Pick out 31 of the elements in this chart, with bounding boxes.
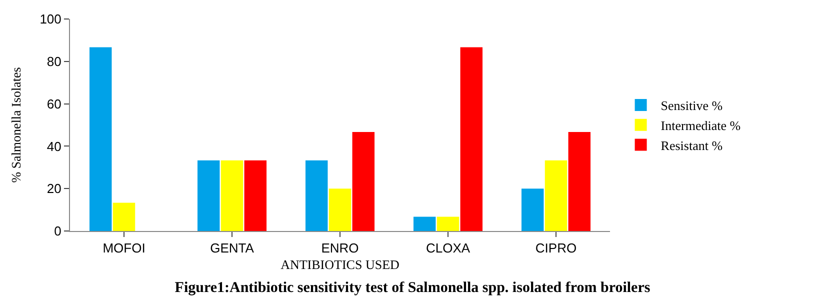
bar <box>521 188 544 231</box>
y-tick-label: 100 <box>40 12 62 27</box>
x-axis-title: ANTIBIOTICS USED <box>280 257 400 272</box>
bar <box>328 188 352 231</box>
bar <box>112 202 136 231</box>
y-tick-label: 40 <box>46 138 62 154</box>
bar <box>413 216 436 231</box>
bar <box>460 47 483 231</box>
bar <box>436 216 460 231</box>
bar <box>197 160 220 231</box>
y-tick-label: 80 <box>46 54 62 69</box>
bar <box>544 160 568 231</box>
x-tick-label: CIPRO <box>535 240 577 256</box>
y-tick-label: 60 <box>46 96 62 112</box>
y-tick-label: 0 <box>54 224 62 239</box>
text: Figure1:Antibiotic sensitivity test of Salmonella spp. isolated from broilers <box>174 280 650 296</box>
x-tick-label: MOFOI <box>102 240 146 256</box>
bar <box>220 160 244 231</box>
y-tick-label: 20 <box>46 181 62 196</box>
x-tick-label: ENRO <box>321 240 359 256</box>
bar <box>352 132 375 231</box>
bar <box>244 160 267 231</box>
bar <box>305 160 328 231</box>
x-tick-label: CLOXA <box>426 240 470 256</box>
legend-label: Sensitive % <box>660 98 723 114</box>
y-axis-title: % Salmonella Isolates <box>8 67 24 183</box>
bar <box>89 47 112 231</box>
legend-label: Resistant % <box>660 138 723 153</box>
legend-label: Intermediate % <box>660 118 741 133</box>
x-tick-label: GENTA <box>210 240 254 256</box>
bar <box>568 132 591 231</box>
